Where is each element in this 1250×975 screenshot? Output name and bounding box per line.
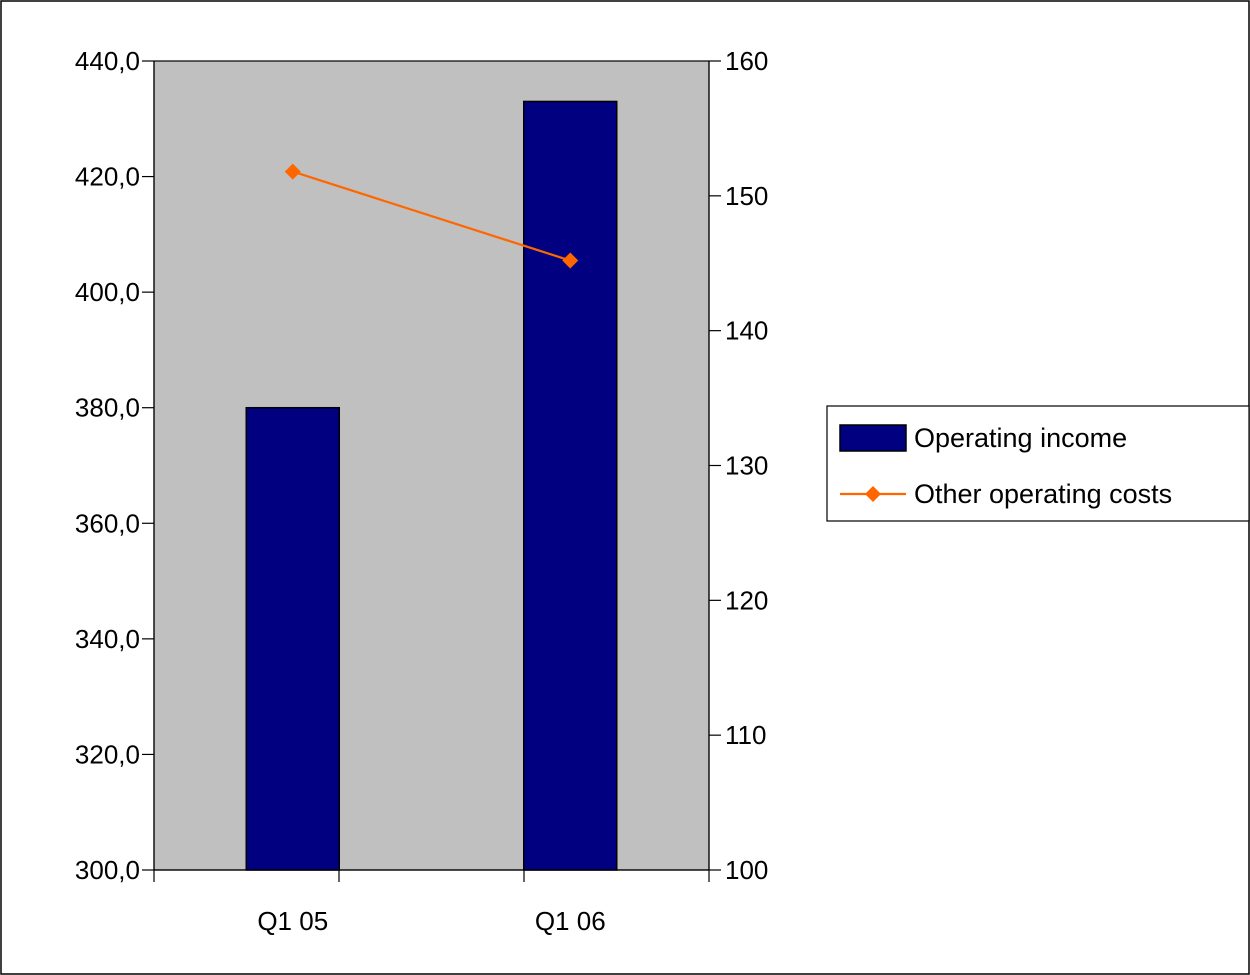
right-tick-label-6: 160 bbox=[725, 46, 768, 76]
left-tick-label-6: 420,0 bbox=[75, 162, 140, 192]
bar-1 bbox=[523, 100, 618, 871]
line-point-0 bbox=[284, 163, 301, 180]
bar-0 bbox=[245, 406, 340, 871]
right-axis: 100 110 120 130 140 150 160 bbox=[708, 46, 768, 885]
left-tick-label-3: 360,0 bbox=[75, 508, 140, 538]
left-tick-label-4: 380,0 bbox=[75, 393, 140, 423]
legend-swatch-bar bbox=[839, 424, 907, 452]
right-tick-label-4: 140 bbox=[725, 316, 768, 346]
right-tick-label-0: 100 bbox=[725, 855, 768, 885]
line-point-1 bbox=[562, 252, 579, 269]
legend-label-0: Operating income bbox=[914, 423, 1127, 453]
left-axis: 300,0 320,0 340,0 360,0 380,0 400,0 420,0 440,0 bbox=[75, 46, 155, 885]
left-tick-label-5: 400,0 bbox=[75, 277, 140, 307]
series-line bbox=[292, 170, 571, 262]
plot-area bbox=[153, 60, 710, 871]
right-tick-label-2: 120 bbox=[725, 585, 768, 615]
right-tick-label-1: 110 bbox=[725, 720, 766, 750]
legend-label-1: Other operating costs bbox=[914, 479, 1172, 509]
legend: Operating income Other operating costs bbox=[826, 405, 1250, 522]
right-tick-label-3: 130 bbox=[725, 451, 768, 481]
left-tick-label-0: 300,0 bbox=[75, 855, 140, 885]
x-axis: Q1 05 Q1 06 bbox=[153, 869, 710, 936]
bars-layer bbox=[245, 100, 618, 871]
legend-swatch-marker bbox=[865, 486, 881, 502]
x-tick-label-1: Q1 06 bbox=[535, 906, 606, 936]
left-tick-label-1: 320,0 bbox=[75, 739, 140, 769]
left-tick-label-2: 340,0 bbox=[75, 624, 140, 654]
left-tick-label-7: 440,0 bbox=[75, 46, 140, 76]
x-tick-label-0: Q1 05 bbox=[257, 906, 328, 936]
right-tick-label-5: 150 bbox=[725, 181, 768, 211]
line-layer bbox=[284, 163, 579, 269]
